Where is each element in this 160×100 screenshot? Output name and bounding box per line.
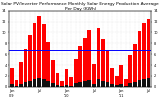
- Bar: [97, 28, 100, 87]
- Bar: [19, 84, 23, 87]
- Bar: [15, 86, 18, 87]
- Bar: [10, 68, 14, 87]
- Bar: [83, 38, 87, 87]
- Bar: [97, 80, 100, 87]
- Bar: [119, 65, 123, 87]
- Bar: [115, 86, 119, 87]
- Bar: [51, 60, 55, 87]
- Bar: [83, 81, 87, 87]
- Bar: [33, 79, 36, 87]
- Bar: [101, 81, 105, 87]
- Bar: [33, 23, 36, 87]
- Bar: [51, 83, 55, 87]
- Bar: [147, 78, 150, 87]
- Bar: [42, 79, 46, 87]
- Bar: [78, 82, 82, 87]
- Bar: [37, 16, 41, 87]
- Bar: [69, 77, 73, 87]
- Bar: [60, 81, 64, 87]
- Bar: [42, 24, 46, 87]
- Bar: [119, 84, 123, 87]
- Bar: [92, 64, 96, 87]
- Bar: [106, 52, 109, 87]
- Bar: [78, 46, 82, 87]
- Bar: [65, 69, 68, 87]
- Bar: [69, 86, 73, 87]
- Bar: [124, 79, 128, 87]
- Bar: [19, 62, 23, 87]
- Bar: [46, 42, 50, 87]
- Bar: [128, 83, 132, 87]
- Bar: [65, 85, 68, 87]
- Bar: [15, 80, 18, 87]
- Bar: [133, 44, 137, 87]
- Bar: [124, 86, 128, 87]
- Bar: [142, 23, 146, 87]
- Bar: [56, 85, 59, 87]
- Bar: [56, 73, 59, 87]
- Bar: [115, 76, 119, 87]
- Bar: [110, 68, 114, 87]
- Bar: [101, 39, 105, 87]
- Bar: [74, 58, 77, 87]
- Bar: [88, 30, 91, 87]
- Title: Solar PV/Inverter Performance Monthly Solar Energy Production Average Per Day (K: Solar PV/Inverter Performance Monthly So…: [1, 2, 159, 11]
- Bar: [110, 84, 114, 87]
- Bar: [24, 49, 27, 87]
- Bar: [60, 86, 64, 87]
- Bar: [147, 19, 150, 87]
- Bar: [24, 82, 27, 87]
- Bar: [138, 80, 141, 87]
- Bar: [88, 80, 91, 87]
- Bar: [92, 84, 96, 87]
- Bar: [106, 82, 109, 87]
- Bar: [74, 83, 77, 87]
- Bar: [142, 79, 146, 87]
- Bar: [37, 78, 41, 87]
- Bar: [46, 81, 50, 87]
- Bar: [28, 81, 32, 87]
- Bar: [10, 84, 14, 87]
- Bar: [128, 55, 132, 87]
- Bar: [28, 35, 32, 87]
- Bar: [133, 82, 137, 87]
- Bar: [138, 31, 141, 87]
